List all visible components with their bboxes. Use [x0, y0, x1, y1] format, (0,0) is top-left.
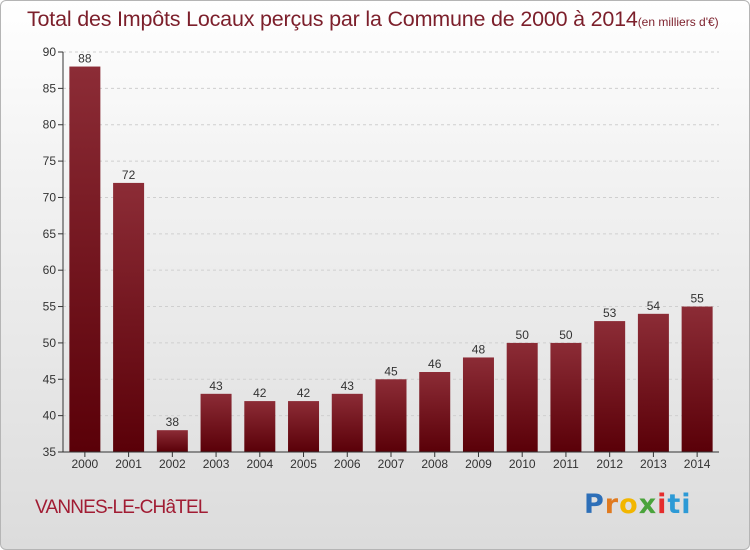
bar-2003 [200, 393, 232, 452]
bar-2013 [637, 313, 669, 452]
y-tick-label: 80 [43, 118, 57, 132]
x-tick-label: 2005 [290, 457, 317, 471]
data-label-2014: 55 [690, 292, 704, 306]
bars [69, 66, 713, 452]
chart-title-text: Total des Impôts Locaux perçus par la Co… [27, 7, 638, 31]
bar-2001 [113, 182, 145, 452]
bar-2010 [506, 342, 538, 452]
bar-2009 [462, 357, 494, 452]
x-tick-label: 2000 [72, 457, 99, 471]
bar-2012 [594, 321, 626, 452]
y-tick-label: 35 [43, 445, 57, 459]
x-tick-label: 2003 [203, 457, 230, 471]
logo-letter: x [638, 489, 658, 520]
logo-letter: i [657, 489, 668, 520]
y-tick-label: 40 [43, 409, 57, 423]
data-label-2001: 72 [122, 168, 136, 182]
commune-name: VANNES-LE-CHâTEL [35, 497, 208, 518]
bar-2007 [375, 379, 407, 452]
chart-title: Total des Impôts Locaux perçus par la Co… [27, 7, 719, 32]
x-tick-label: 2007 [378, 457, 405, 471]
x-tick-label: 2008 [421, 457, 448, 471]
bar-2004 [244, 401, 276, 452]
data-label-2005: 42 [297, 386, 311, 400]
x-tick-label: 2001 [115, 457, 142, 471]
y-tick-label: 45 [43, 372, 57, 386]
data-label-2006: 43 [341, 379, 355, 393]
bar-2008 [419, 372, 451, 452]
y-tick-label: 60 [43, 263, 57, 277]
logo-letter: P [584, 489, 605, 520]
data-label-2000: 88 [78, 52, 92, 66]
data-label-2002: 38 [166, 415, 180, 429]
logo-letter: i [681, 489, 692, 520]
data-label-2004: 42 [253, 386, 267, 400]
y-tick-label: 75 [43, 154, 57, 168]
logo-letter: t [667, 489, 682, 520]
x-tick-label: 2014 [684, 457, 711, 471]
x-tick-label: 2006 [334, 457, 361, 471]
y-tick-label: 65 [43, 227, 57, 241]
data-label-2013: 54 [647, 299, 661, 313]
bar-2005 [288, 401, 320, 452]
y-tick-label: 70 [43, 190, 57, 204]
logo-letter: r [604, 489, 620, 520]
data-label-2012: 53 [603, 306, 617, 320]
y-tick-label: 55 [43, 300, 57, 314]
data-labels: 88 72 38 43 42 42 43 45 46 48 50 50 53 54 55 [78, 52, 704, 430]
logo-letter: o [619, 489, 639, 520]
data-label-2010: 50 [516, 328, 530, 342]
chart-unit-label: (en milliers d'€) [637, 15, 719, 29]
x-tick-label: 2004 [246, 457, 273, 471]
data-label-2003: 43 [209, 379, 223, 393]
x-tick-label: 2010 [509, 457, 536, 471]
x-tick-label: 2002 [159, 457, 186, 471]
x-tick-label: 2009 [465, 457, 492, 471]
y-tick-label: 90 [43, 45, 57, 59]
y-tick-label: 85 [43, 81, 57, 95]
bar-2014 [681, 306, 713, 452]
data-label-2011: 50 [559, 328, 573, 342]
x-tick-label: 2011 [553, 457, 579, 471]
data-label-2007: 45 [384, 364, 398, 378]
x-tick-label: 2013 [640, 457, 667, 471]
bar-2011 [550, 342, 582, 452]
y-tick-label: 50 [43, 336, 57, 350]
x-tick-label: 2012 [596, 457, 623, 471]
bar-2006 [331, 393, 363, 452]
data-label-2008: 46 [428, 357, 442, 371]
proxiti-logo: Proxiti [584, 489, 692, 520]
axes: 35 40 45 50 55 60 65 70 75 80 85 90 2000 2001 2002 2003… [43, 45, 719, 471]
bar-2002 [156, 430, 188, 452]
data-label-2009: 48 [472, 342, 486, 356]
bar-2000 [69, 66, 101, 452]
